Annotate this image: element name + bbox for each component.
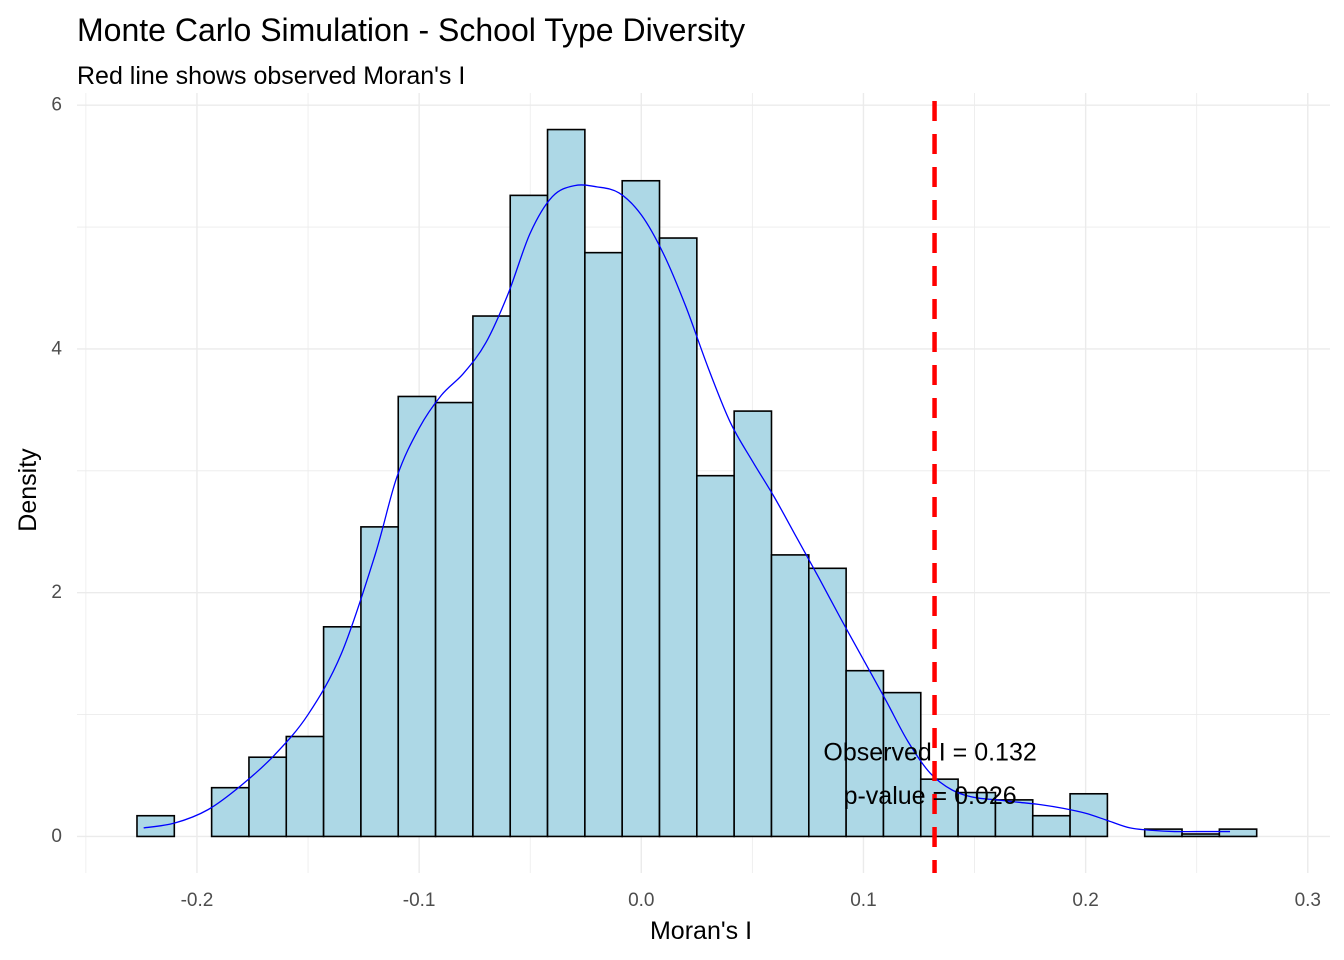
histogram-bar-15 xyxy=(696,474,735,838)
chart-subtitle: Red line shows observed Moran's I xyxy=(77,62,465,90)
histogram-bars xyxy=(136,128,1258,838)
histogram-bar-27 xyxy=(1143,828,1183,838)
histogram-bar-17 xyxy=(770,554,810,838)
y-tick-label: 2 xyxy=(51,582,62,603)
y-tick-label: 4 xyxy=(51,338,62,359)
annotations: Observed I = 0.132 p-value = 0.026 xyxy=(823,738,1036,810)
x-tick-label: 0.1 xyxy=(850,890,876,911)
histogram-bar-8 xyxy=(434,401,474,838)
y-axis-ticks: 0 2 4 6 xyxy=(51,95,62,847)
density-curve xyxy=(143,184,1231,833)
y-tick-label: 6 xyxy=(51,95,62,116)
histogram-bar-21 xyxy=(919,778,959,838)
x-tick-label: 0.3 xyxy=(1295,890,1321,911)
histogram-bar-25 xyxy=(1069,792,1109,838)
density-curve-layer xyxy=(143,184,1231,833)
histogram-bar-6 xyxy=(360,526,400,838)
histogram-bar-24 xyxy=(1031,814,1071,838)
histogram-bar-20 xyxy=(882,691,922,838)
x-tick-label: -0.1 xyxy=(403,890,436,911)
histogram-bar-19 xyxy=(845,669,885,838)
histogram-bar-10 xyxy=(509,194,549,838)
histogram-bar-3 xyxy=(248,756,288,838)
x-tick-label: 0.0 xyxy=(628,890,654,911)
x-tick-label: 0.2 xyxy=(1072,890,1098,911)
x-axis-title: Moran's I xyxy=(650,917,752,945)
histogram-bar-14 xyxy=(658,237,698,838)
histogram-bar-9 xyxy=(472,315,512,838)
x-axis-ticks: -0.2 -0.1 0.0 0.1 0.2 0.3 xyxy=(181,890,1321,911)
histogram-bar-16 xyxy=(733,410,773,838)
y-axis-title: Density xyxy=(14,448,42,532)
y-tick-label: 0 xyxy=(51,826,62,847)
histogram-bar-12 xyxy=(584,251,623,838)
p-value-label: p-value = 0.026 xyxy=(844,782,1017,810)
histogram-bar-13 xyxy=(621,179,661,838)
histogram-bar-18 xyxy=(808,567,847,838)
histogram-bar-4 xyxy=(285,735,325,838)
histogram-bar-11 xyxy=(546,128,586,838)
chart-title: Monte Carlo Simulation - School Type Div… xyxy=(77,12,745,48)
histogram-bar-7 xyxy=(397,395,437,838)
histogram-bar-5 xyxy=(322,626,362,838)
x-tick-label: -0.2 xyxy=(181,890,214,911)
observed-i-label: Observed I = 0.132 xyxy=(823,738,1036,766)
histogram-bar-28 xyxy=(1181,833,1221,838)
histogram-bar-2 xyxy=(210,786,250,838)
histogram-bar-29 xyxy=(1218,828,1258,838)
